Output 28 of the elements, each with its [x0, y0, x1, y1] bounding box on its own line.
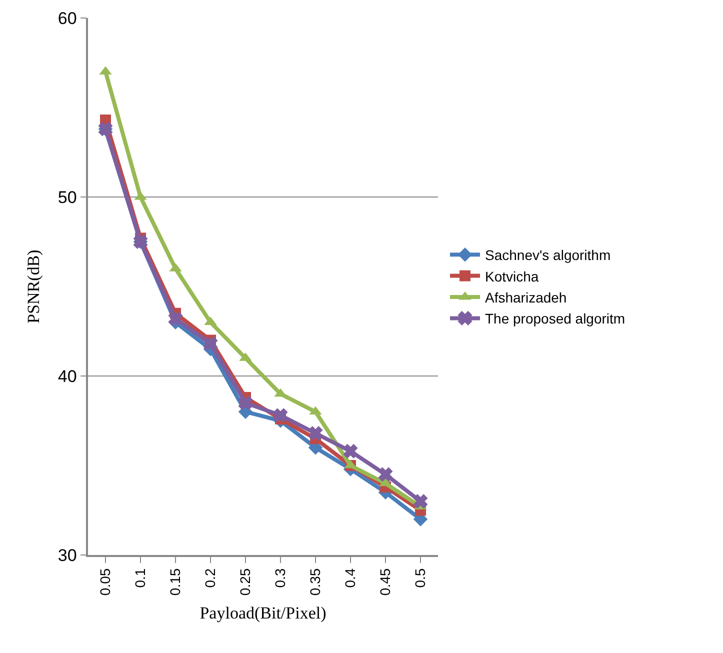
point — [204, 336, 218, 351]
x-tick-label: 0.15 — [167, 568, 184, 596]
point — [274, 408, 288, 422]
x-axis-title: Payload(Bit/Pixel) — [200, 604, 326, 622]
point — [308, 426, 322, 440]
x-tick-label: 0.2 — [202, 568, 218, 588]
x-tick-label: 0.35 — [307, 568, 324, 596]
y-axis-title: PSNR(dB) — [24, 250, 43, 324]
point — [168, 312, 182, 326]
point — [378, 467, 392, 482]
legend-label: Sachnev's algorithm — [485, 247, 611, 264]
x-tick-label: 0.25 — [237, 568, 254, 596]
x-tick-label: 0.1 — [132, 568, 148, 588]
x-tick-label: 0.3 — [272, 568, 288, 588]
legend-label: Afsharizadeh — [485, 289, 567, 306]
y-tick-label: 40 — [58, 366, 77, 386]
x-tick-label: 0.4 — [342, 568, 358, 588]
point — [414, 494, 428, 508]
legend-label: Kotvicha — [485, 268, 539, 284]
point — [344, 444, 358, 458]
x-tick-label: 0.45 — [377, 568, 394, 596]
y-tick-label: 30 — [58, 546, 77, 565]
y-tick-label: 60 — [58, 8, 77, 28]
x-tick-label: 0.5 — [412, 568, 428, 588]
y-tick-label: 50 — [58, 188, 77, 207]
legend-label: The proposed algoritm — [485, 310, 626, 327]
point — [238, 396, 252, 410]
x-tick-label: 0.05 — [97, 568, 114, 596]
